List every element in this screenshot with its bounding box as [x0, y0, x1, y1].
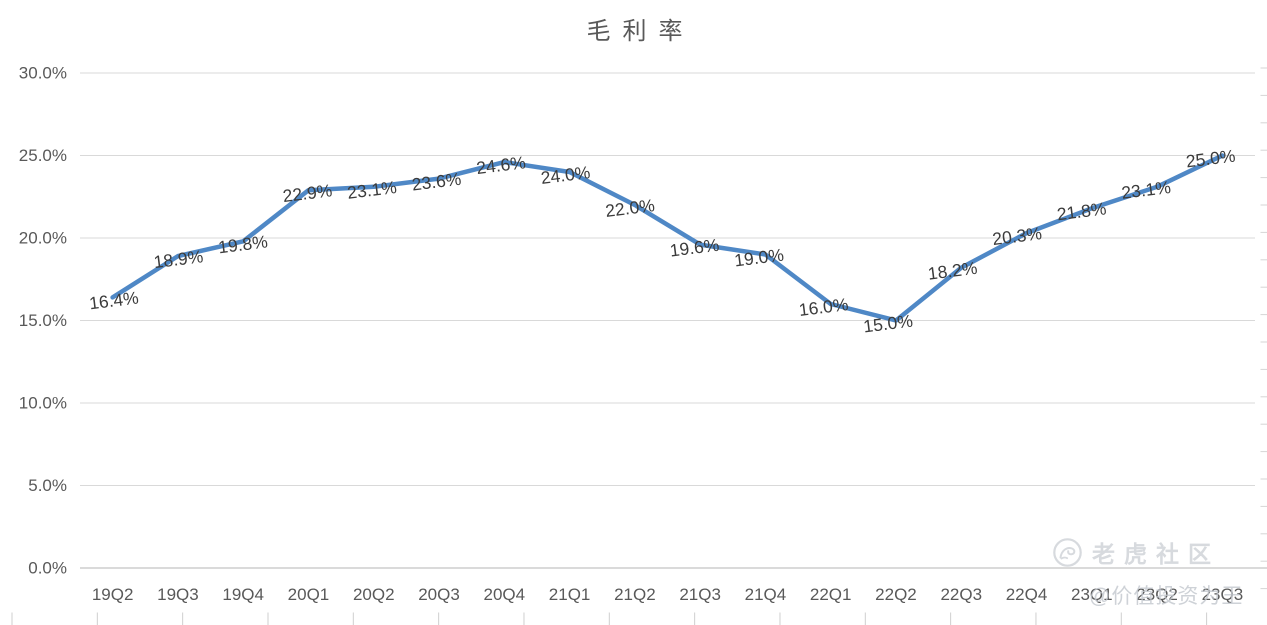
- data-point-label: 23.6%: [411, 169, 463, 195]
- x-axis-tick-label: 19Q3: [157, 585, 199, 604]
- data-point-label: 16.0%: [798, 294, 850, 320]
- y-axis-tick-label: 20.0%: [19, 229, 67, 248]
- data-point-label: 19.6%: [669, 235, 721, 261]
- data-point-label: 19.0%: [733, 245, 785, 271]
- x-axis-tick-label: 22Q1: [810, 585, 852, 604]
- data-point-label: 18.2%: [927, 258, 979, 284]
- data-point-label: 18.9%: [153, 246, 205, 272]
- x-axis-tick-label: 19Q2: [92, 585, 134, 604]
- gross-margin-series-line: [110, 153, 1225, 323]
- x-axis-tick-label: 19Q4: [222, 585, 264, 604]
- data-point-label: 16.4%: [88, 287, 140, 313]
- y-axis-tick-label: 30.0%: [19, 64, 67, 83]
- x-axis-tick-label: 22Q3: [940, 585, 982, 604]
- y-axis-tick-label: 25.0%: [19, 146, 67, 165]
- data-point-label: 23.1%: [346, 177, 398, 203]
- data-point-label: 19.8%: [217, 231, 269, 257]
- x-axis-tick-label: 20Q1: [288, 585, 330, 604]
- x-axis-tick-label: 23Q2: [1136, 585, 1178, 604]
- y-axis-tick-label: 0.0%: [28, 559, 67, 578]
- y-axis-tick-label: 5.0%: [28, 476, 67, 495]
- x-axis-tick-label: 23Q1: [1071, 585, 1113, 604]
- x-axis-tick-label: 22Q4: [1006, 585, 1048, 604]
- x-axis-tick-label: 20Q4: [484, 585, 526, 604]
- x-axis-tick-label: 21Q2: [614, 585, 656, 604]
- data-point-label: 24.6%: [475, 152, 527, 178]
- data-point-label: 23.1%: [1120, 177, 1172, 203]
- x-axis-tick-label: 21Q3: [679, 585, 721, 604]
- x-axis-tick-label: 21Q1: [549, 585, 591, 604]
- x-axis-tick-label: 22Q2: [875, 585, 917, 604]
- x-axis-tick-label: 21Q4: [745, 585, 787, 604]
- data-point-label: 22.0%: [604, 195, 656, 221]
- data-point-label: 22.9%: [282, 180, 334, 206]
- data-point-label: 21.8%: [1056, 198, 1108, 224]
- data-point-label: 20.3%: [991, 223, 1043, 249]
- x-axis-tick-label: 20Q3: [418, 585, 460, 604]
- y-axis-tick-label: 15.0%: [19, 311, 67, 330]
- y-axis-tick-label: 10.0%: [19, 394, 67, 413]
- data-point-label: 25.0%: [1185, 146, 1237, 172]
- x-axis-tick-label: 20Q2: [353, 585, 395, 604]
- data-point-label: 24.0%: [540, 162, 592, 188]
- chart-title: 毛利率: [586, 18, 695, 45]
- x-axis-tick-label: 23Q3: [1202, 585, 1244, 604]
